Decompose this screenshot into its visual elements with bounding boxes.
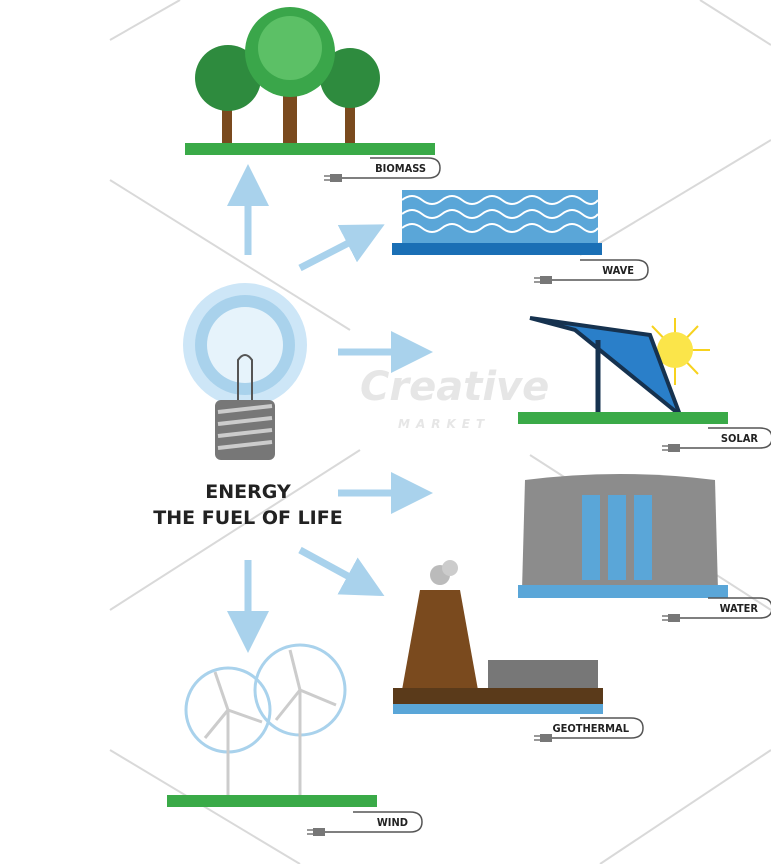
wind-illustration (186, 645, 345, 795)
wind-ground (167, 795, 377, 807)
node-label: WATER (720, 602, 759, 615)
center-title: ENERGY (205, 481, 291, 503)
solar-illustration (518, 318, 728, 424)
center-subtitle: THE FUEL OF LIFE (153, 507, 342, 529)
plug (330, 174, 342, 182)
node-label: GEOTHERMAL (552, 722, 629, 735)
bulb (183, 283, 307, 460)
node-label: BIOMASS (375, 162, 426, 175)
watermark-brand: Creative (360, 364, 549, 410)
plug (668, 614, 680, 622)
plug (540, 734, 552, 742)
infographic: Creative MARKET ENERGY THE FUEL OF LIFE (0, 0, 771, 864)
water-illustration (518, 474, 728, 598)
node-label: WIND (377, 816, 408, 829)
plug (540, 276, 552, 284)
wave-illustration (392, 190, 602, 255)
node-label: SOLAR (721, 432, 759, 445)
biomass-illustration (185, 7, 435, 155)
watermark-sub: MARKET (398, 417, 490, 431)
plug (668, 444, 680, 452)
node-label: WAVE (602, 264, 634, 277)
plug (313, 828, 325, 836)
